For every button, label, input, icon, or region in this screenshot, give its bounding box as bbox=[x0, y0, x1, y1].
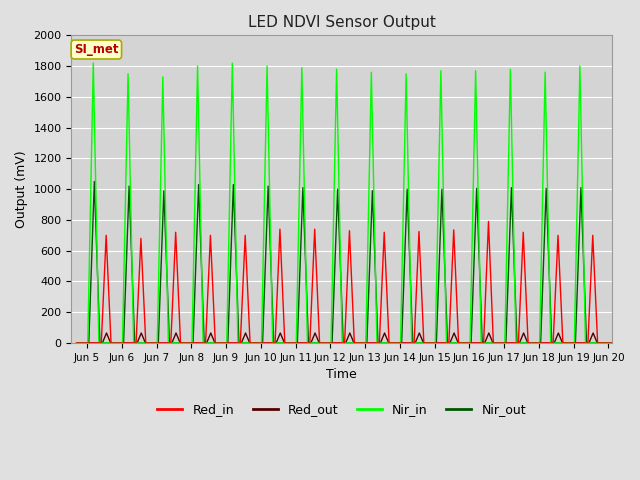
Legend: Red_in, Red_out, Nir_in, Nir_out: Red_in, Red_out, Nir_in, Nir_out bbox=[152, 398, 531, 421]
Y-axis label: Output (mV): Output (mV) bbox=[15, 150, 28, 228]
X-axis label: Time: Time bbox=[326, 368, 357, 381]
Title: LED NDVI Sensor Output: LED NDVI Sensor Output bbox=[248, 15, 436, 30]
Text: SI_met: SI_met bbox=[74, 43, 118, 56]
